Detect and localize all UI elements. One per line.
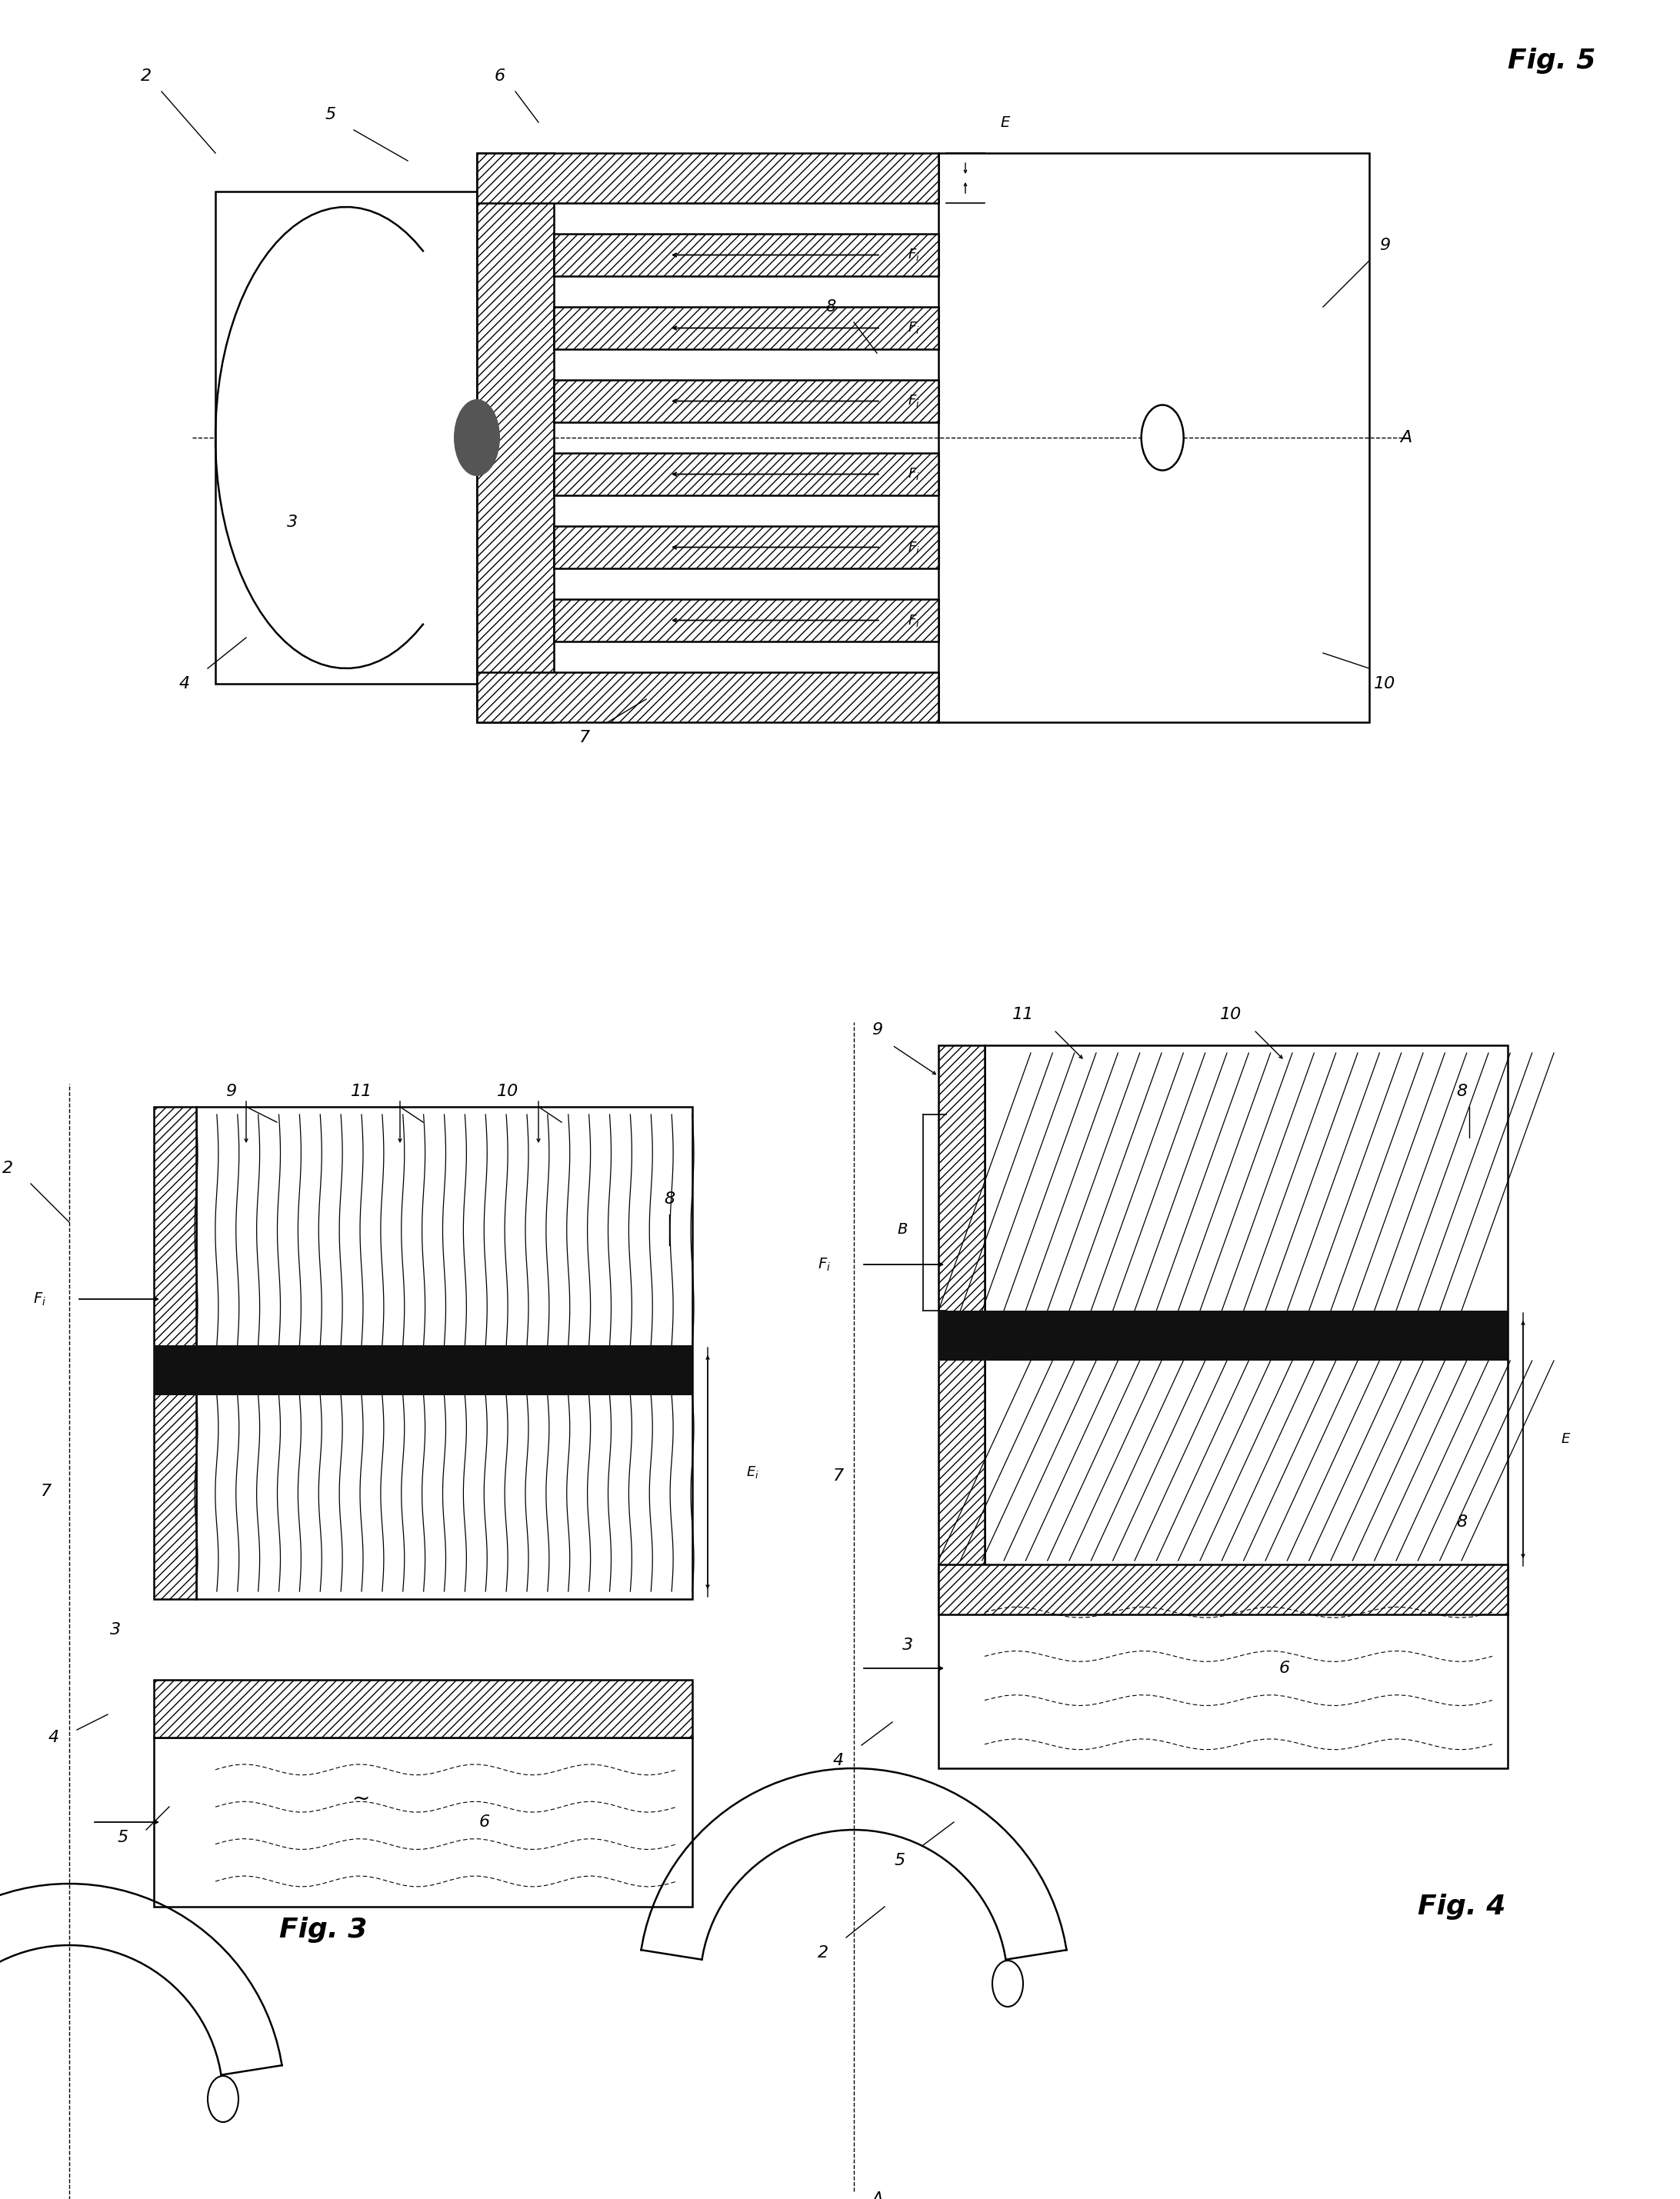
Text: 9: 9 [1379, 237, 1389, 253]
Text: $F_i$: $F_i$ [907, 539, 921, 554]
Bar [155, 1737, 692, 1907]
Text: 8: 8 [825, 299, 837, 314]
Bar [554, 308, 939, 350]
Text: E: E [1000, 114, 1010, 130]
Text: 8: 8 [1457, 1515, 1467, 1531]
Text: 5: 5 [894, 1854, 906, 1869]
Text: 8: 8 [1457, 1084, 1467, 1100]
Text: 3: 3 [287, 515, 297, 530]
Bar [554, 233, 939, 277]
Bar [155, 1106, 197, 1599]
Text: A: A [872, 2192, 882, 2199]
Text: $F_i$: $F_i$ [907, 246, 921, 262]
Text: ~: ~ [353, 1788, 371, 1810]
Bar [554, 598, 939, 642]
Text: 10: 10 [497, 1084, 519, 1100]
Bar [155, 1680, 692, 1737]
Text: Fig. 4: Fig. 4 [1418, 1893, 1505, 1920]
Text: 3: 3 [109, 1623, 121, 1638]
Text: $F_i$: $F_i$ [907, 466, 921, 482]
Bar [554, 526, 939, 567]
Bar [939, 1568, 1507, 1768]
Text: 5: 5 [326, 108, 336, 123]
Text: 7: 7 [580, 730, 590, 745]
Text: 3: 3 [902, 1638, 914, 1654]
Bar [554, 380, 939, 422]
Text: A: A [1399, 431, 1411, 446]
Text: 2: 2 [2, 1161, 13, 1176]
Text: 4: 4 [833, 1753, 843, 1768]
Text: $F_i$: $F_i$ [34, 1291, 45, 1306]
Text: 9: 9 [225, 1084, 237, 1100]
Bar [215, 191, 477, 684]
Text: 10: 10 [1220, 1007, 1242, 1023]
Bar [197, 1106, 692, 1599]
Text: 10: 10 [1374, 675, 1396, 690]
Text: 6: 6 [494, 68, 506, 84]
Text: $F_i$: $F_i$ [818, 1256, 832, 1273]
Text: Fig. 5: Fig. 5 [1507, 48, 1596, 75]
Bar [477, 154, 554, 721]
Text: B: B [897, 1223, 907, 1238]
Text: 11: 11 [351, 1084, 373, 1100]
Bar [939, 1311, 1507, 1361]
Text: $F_i$: $F_i$ [907, 614, 921, 629]
Text: 2: 2 [141, 68, 151, 84]
Text: 9: 9 [872, 1023, 882, 1038]
Ellipse shape [454, 400, 501, 477]
Text: $F_i$: $F_i$ [907, 321, 921, 336]
Text: 4: 4 [49, 1731, 59, 1746]
Bar [477, 673, 939, 721]
Text: $F_i$: $F_i$ [907, 394, 921, 409]
Bar [984, 1045, 1507, 1568]
Bar [554, 453, 939, 495]
Text: 8: 8 [664, 1192, 675, 1207]
Text: 7: 7 [833, 1469, 843, 1484]
Ellipse shape [208, 2076, 239, 2122]
Bar [155, 1346, 692, 1394]
Text: 6: 6 [479, 1814, 491, 1830]
Text: 2: 2 [818, 1946, 828, 1962]
Bar [477, 154, 939, 202]
Ellipse shape [993, 1962, 1023, 2008]
Text: 4: 4 [180, 675, 190, 690]
Text: Fig. 3: Fig. 3 [279, 1918, 366, 1944]
Text: 5: 5 [118, 1830, 128, 1845]
Bar [939, 1563, 1507, 1614]
Bar [939, 1045, 984, 1568]
Text: 6: 6 [1278, 1660, 1290, 1676]
Text: E: E [1561, 1432, 1571, 1447]
Text: 11: 11 [1013, 1007, 1033, 1023]
Text: $E_i$: $E_i$ [746, 1465, 759, 1480]
Text: 7: 7 [40, 1484, 52, 1500]
Ellipse shape [1141, 405, 1184, 471]
Bar [939, 154, 1369, 721]
